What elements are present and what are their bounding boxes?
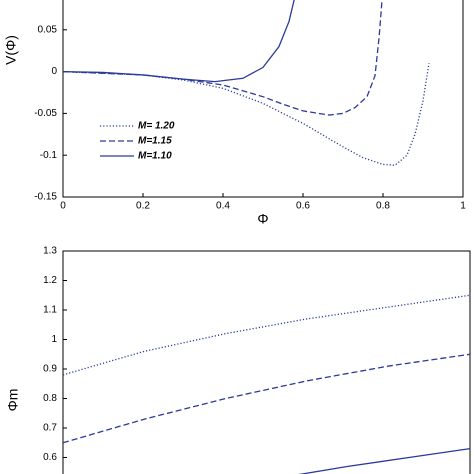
curve: [62, 0, 295, 83]
curve: [298, 448, 471, 474]
y-tick-label: 1: [51, 334, 57, 345]
y-tick-label: 1.2: [43, 275, 57, 286]
y-tick-label: 0.6: [43, 452, 57, 463]
legend-label: M=1.10: [138, 151, 172, 162]
x-tick-label: 0.2: [136, 201, 150, 212]
y-tick-label: 0.8: [43, 393, 57, 404]
y-tick-label: 0.7: [43, 423, 57, 434]
x-tick-label: 0: [60, 201, 66, 212]
y-tick-label: 0.05: [38, 24, 58, 35]
x-tick-label: 0.6: [296, 201, 310, 212]
y-tick-label: 1.3: [43, 246, 57, 257]
x-axis-label: Φ: [257, 211, 268, 227]
x-tick-label: 1: [460, 201, 466, 212]
y-tick-label: 1.1: [43, 305, 57, 316]
x-tick-label: 0.4: [216, 201, 230, 212]
x-tick-label: 0.8: [376, 201, 390, 212]
y-tick-label: 0: [51, 66, 57, 77]
legend-label: M= 1.20: [138, 121, 175, 132]
plot-frame: [62, 0, 464, 198]
y-tick-label: -0.15: [34, 192, 57, 203]
y-tick-label: 0.9: [43, 364, 57, 375]
curve: [62, 353, 471, 444]
curve: [62, 0, 383, 116]
y-tick-label: -0.05: [34, 108, 57, 119]
y-tick-label: -0.1: [40, 150, 58, 161]
legend-label: M=1.15: [138, 136, 172, 147]
curve: [62, 294, 471, 376]
y-axis-label: V(Φ): [3, 35, 19, 65]
y-axis-label: Φm: [5, 389, 21, 412]
